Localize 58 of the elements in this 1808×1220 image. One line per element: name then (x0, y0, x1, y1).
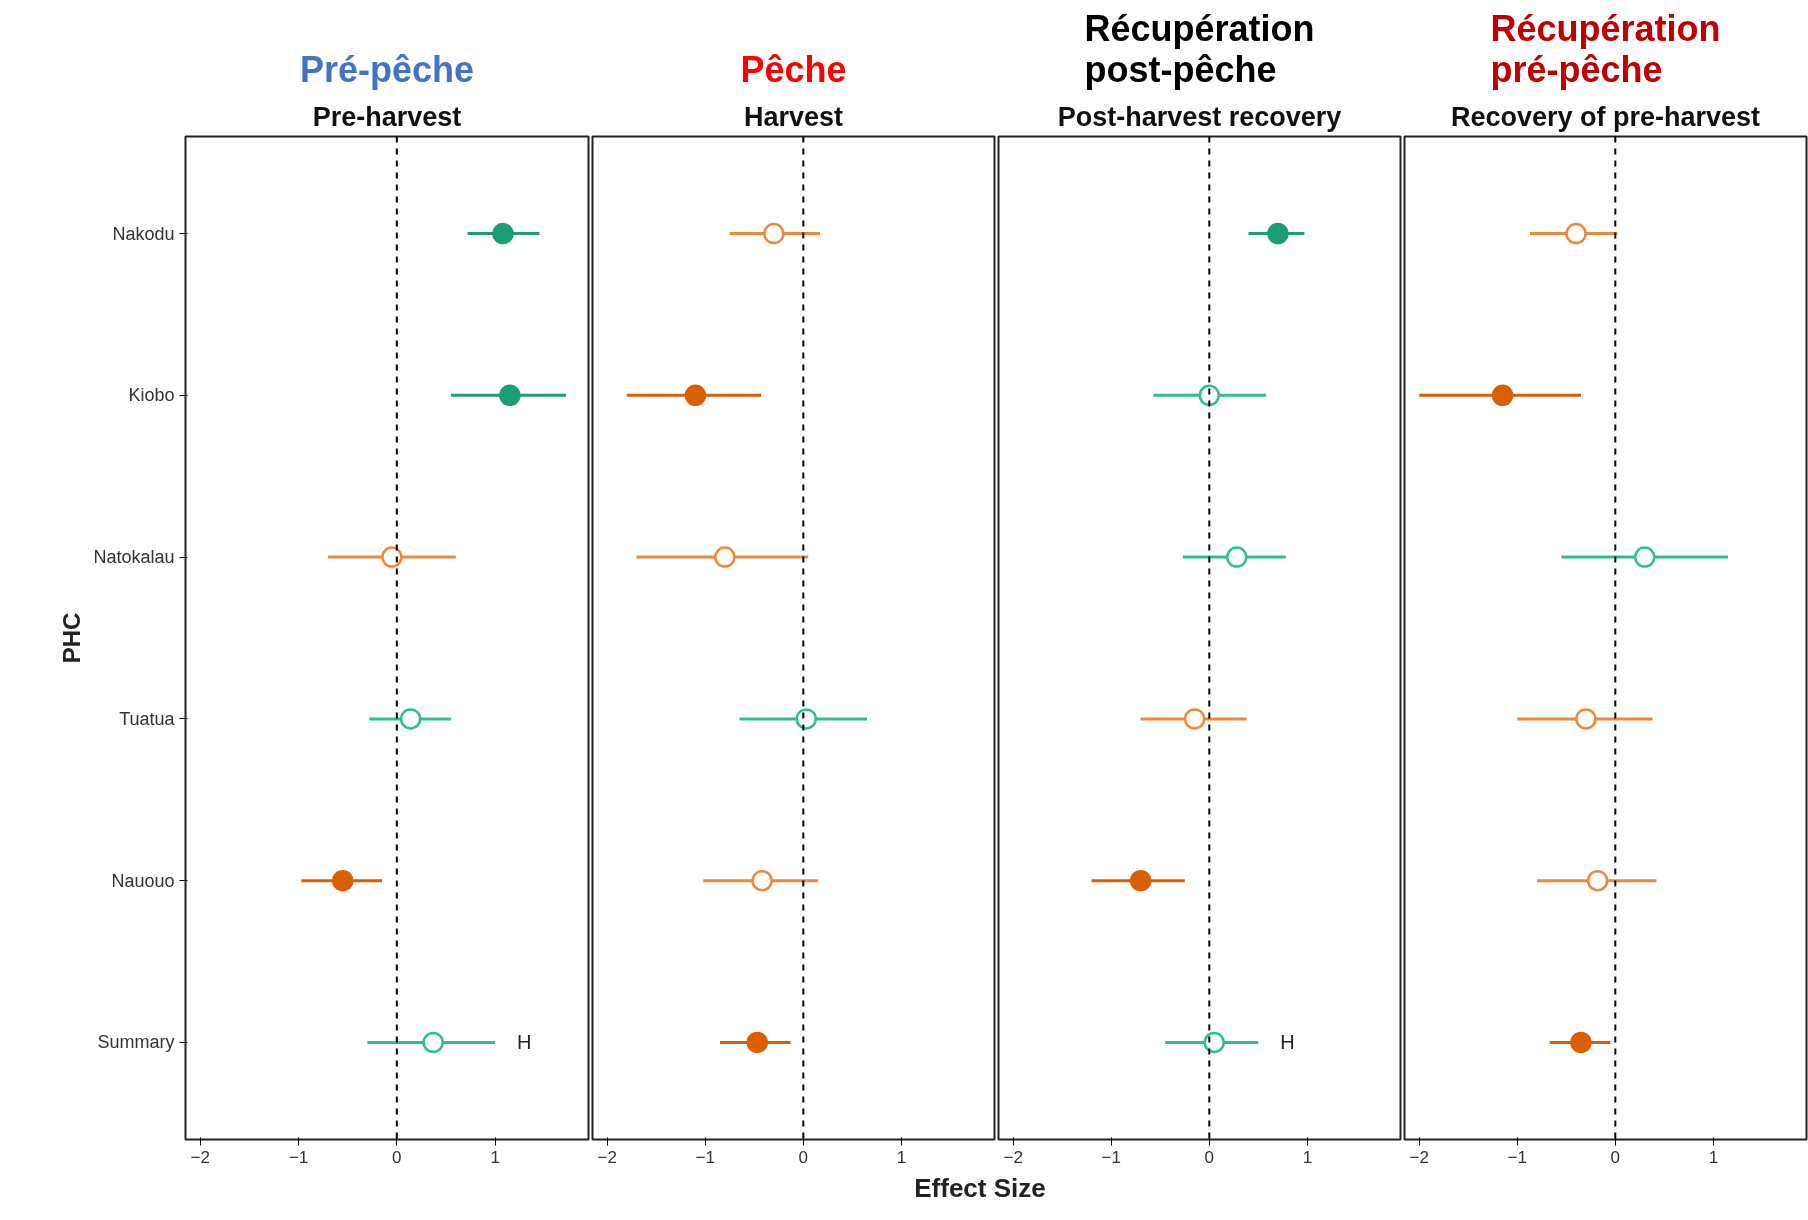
x-tick-label: 1 (490, 1147, 500, 1167)
point (332, 869, 354, 892)
point (499, 384, 521, 407)
point (422, 1031, 444, 1054)
y-tick-label: Nakodu (112, 223, 175, 244)
chart-subtitle: Pre-harvest (312, 101, 462, 132)
point (1633, 546, 1656, 568)
chart-subtitle: Post-harvest recovery (1057, 101, 1342, 132)
annotation: H (517, 1031, 532, 1054)
point (1203, 1031, 1225, 1054)
y-tick-label: Summary (97, 1032, 175, 1053)
y-axis-title: PHC (58, 612, 86, 664)
chart-title: Pré-pêche (299, 48, 475, 90)
point (1183, 708, 1206, 730)
x-tick-label: −1 (288, 1147, 309, 1167)
x-tick-label: −1 (1101, 1147, 1121, 1167)
point (1129, 869, 1152, 892)
x-tick-label: −1 (695, 1147, 715, 1167)
chart-title: Récupération pré-pêche (1490, 7, 1721, 90)
x-tick-label: −2 (190, 1147, 210, 1167)
y-tick-label: Natokalau (93, 547, 175, 568)
x-tick-label: −2 (1003, 1147, 1023, 1167)
y-tick-label: Kiobo (128, 385, 175, 406)
x-tick-label: 1 (896, 1147, 907, 1167)
x-tick-label: 0 (798, 1147, 809, 1167)
y-tick-label: Nauouo (111, 870, 175, 891)
x-tick-label: −2 (1409, 1147, 1429, 1167)
x-tick-label: 0 (392, 1147, 402, 1167)
chart-title: Pêche (740, 48, 847, 90)
point (1570, 1031, 1592, 1054)
chart-title: Récupération post-pêche (1084, 7, 1315, 90)
x-tick-label: 0 (1204, 1147, 1215, 1167)
x-tick-label: −1 (1507, 1147, 1527, 1167)
point (1586, 869, 1609, 892)
x-tick-label: 1 (1302, 1147, 1313, 1167)
chart-subtitle: Recovery of pre-harvest (1450, 101, 1761, 132)
point (1198, 384, 1221, 407)
point (1575, 708, 1597, 730)
x-tick-label: 1 (1708, 1147, 1719, 1167)
x-tick-label: −2 (597, 1147, 617, 1167)
point (1226, 546, 1248, 568)
point (763, 222, 785, 245)
chart-subtitle: Harvest (743, 101, 844, 132)
y-tick-label: Tuatua (119, 708, 176, 729)
point (714, 546, 736, 568)
annotation: H (1280, 1031, 1295, 1054)
point (684, 384, 707, 407)
point (795, 708, 817, 730)
point (492, 222, 514, 245)
point (399, 708, 422, 730)
point (751, 869, 773, 892)
point (1491, 384, 1514, 407)
x-axis-title: Effect Size (914, 1172, 1046, 1205)
point (381, 546, 403, 568)
point (1565, 222, 1587, 245)
point (746, 1031, 768, 1054)
x-tick-label: 0 (1610, 1147, 1621, 1167)
point (1267, 222, 1289, 245)
